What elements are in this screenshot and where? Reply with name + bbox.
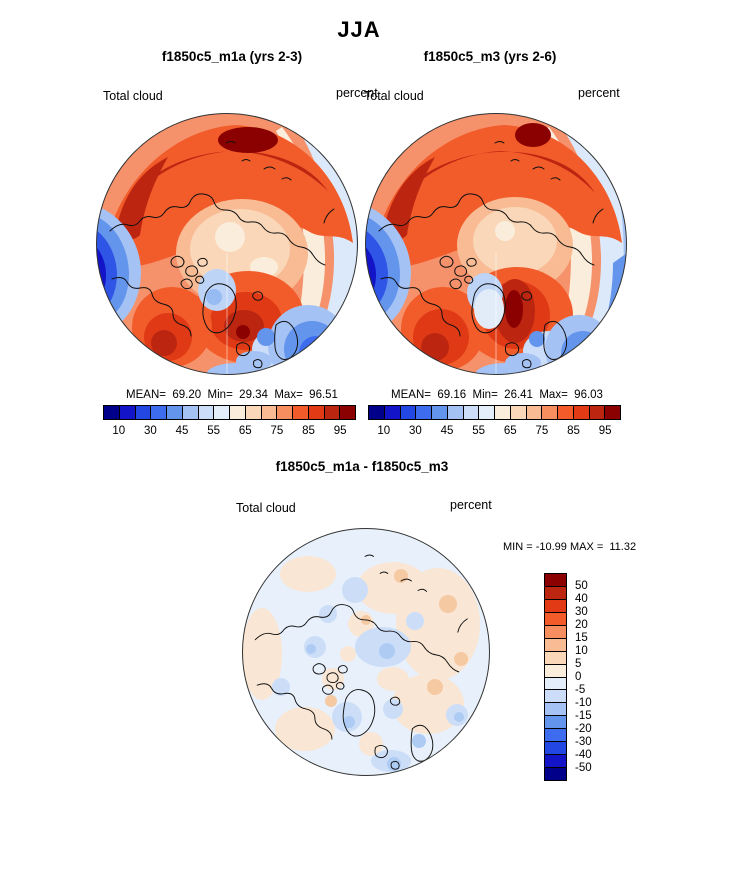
colorbar-cell [545,716,566,730]
colorbar-cell [558,406,574,419]
colorbar-cell [119,406,136,419]
left-panel-title: f1850c5_m1a (yrs 2-3) [161,49,303,64]
colorbar-cell [182,406,199,419]
colorbar-cell [369,406,385,419]
colorbar-tick-label: 75 [270,425,284,437]
colorbar-tick-label: 55 [472,425,486,437]
colorbar-tick-label: 45 [440,425,454,437]
colorbar-tick-label: 50 [575,580,588,592]
colorbar-cell [589,406,606,419]
colorbar-cell [573,406,590,419]
right-panel-title: f1850c5_m3 (yrs 2-6) [423,49,557,64]
colorbar-tick-label: -50 [575,762,592,774]
colorbar-cell [510,406,527,419]
colorbar-tick-label: 65 [503,425,517,437]
colorbar-cell [151,406,167,419]
colorbar-cell [545,638,566,652]
colorbar-cell [308,406,325,419]
season-title: JJA [337,17,381,42]
colorbar-cell [545,664,566,678]
map-right-m3 [365,113,627,380]
colorbar-cell [545,703,566,717]
colorbar-tick-label: 20 [575,619,588,631]
map-left-m1a [96,113,358,380]
colorbar-tick-label: 95 [333,425,347,437]
colorbar-tick-label: 65 [238,425,252,437]
colorbar-cell [400,406,417,419]
diff-panel-title: f1850c5_m1a - f1850c5_m3 [275,459,449,474]
colorbar-cell [230,406,246,419]
colorbar-cell [545,612,566,626]
diff-units-label: percent [450,498,492,512]
colorbar-cell [495,406,511,419]
colorbar-cell [545,599,566,613]
colorbar-cell [167,406,183,419]
right-stats: MEAN= 69.16 Min= 26.41 Max= 96.03 [391,389,603,401]
colorbar-cell [416,406,432,419]
colorbar-cell [432,406,448,419]
colorbar-diff: 50 40 30 20 15 10 5 0 -5 -10 -15 -20 -30 -40 -50 [544,573,592,781]
colorbar-tick-label: 95 [598,425,612,437]
colorbar-tick-label: 40 [575,593,588,605]
colorbar-cell [261,406,278,419]
colorbar-tick-label: 30 [575,606,588,618]
colorbar-tick-label: 30 [409,425,422,437]
map-diff [242,528,490,781]
left-units-label: percent [336,86,378,100]
colorbar-cell [463,406,480,419]
colorbar-cell [605,406,620,419]
colorbar-tick-label: 55 [207,425,221,437]
colorbar-tick-label: 30 [144,425,157,437]
colorbar-tick-label: -5 [575,684,586,696]
diff-minmax: MIN = -10.99 MAX = 11.32 [503,541,637,553]
colorbar-cell [545,677,566,691]
colorbar-cell [277,406,293,419]
colorbar-tick-label: 0 [575,671,582,683]
colorbar-cell [479,406,495,419]
left-stats: MEAN= 69.20 Min= 29.34 Max= 96.51 [126,389,338,401]
colorbar-tick-label: -40 [575,749,592,761]
colorbar-tick-label: 15 [575,632,588,644]
colorbar-tick-label: 45 [175,425,189,437]
colorbar-tick-label: 5 [575,658,582,670]
colorbar-cell [526,406,543,419]
colorbar-tick-label: 10 [575,645,588,657]
colorbar-cell [545,586,566,600]
colorbar-cell [245,406,262,419]
colorbar-cell [545,768,566,780]
colorbar-cell [545,574,566,587]
colorbar-cell [135,406,152,419]
colorbar-tick-label: 10 [112,425,126,437]
colorbar-cell [214,406,230,419]
colorbar-cell [545,690,566,704]
colorbar-right: 10 30 45 55 65 75 85 95 [368,405,621,437]
colorbar-tick-label: -30 [575,736,592,748]
colorbar-cell [324,406,341,419]
colorbar-tick-label: -15 [575,710,592,722]
colorbar-cell [545,742,566,756]
colorbar-cell [384,406,401,419]
colorbar-tick-label: 85 [567,425,580,437]
colorbar-tick-label: -20 [575,723,592,735]
colorbar-tick-label: -10 [575,697,592,709]
colorbar-cell [447,406,464,419]
left-variable-label: Total cloud [103,89,163,103]
colorbar-cell [340,406,355,419]
colorbar-tick-label: 85 [302,425,315,437]
colorbar-cell [198,406,215,419]
colorbar-cell [542,406,558,419]
right-variable-label: Total cloud [364,89,424,103]
right-units-label: percent [578,86,620,100]
colorbar-tick-label: 10 [377,425,391,437]
colorbar-cell [545,625,566,639]
diff-variable-label: Total cloud [236,501,296,515]
colorbar-cell [545,755,566,769]
colorbar-cell [545,651,566,665]
colorbar-cell [104,406,120,419]
colorbar-tick-label: 75 [535,425,549,437]
colorbar-cell [545,729,566,743]
colorbar-left: 10 30 45 55 65 75 85 95 [103,405,356,437]
colorbar-cell [293,406,309,419]
